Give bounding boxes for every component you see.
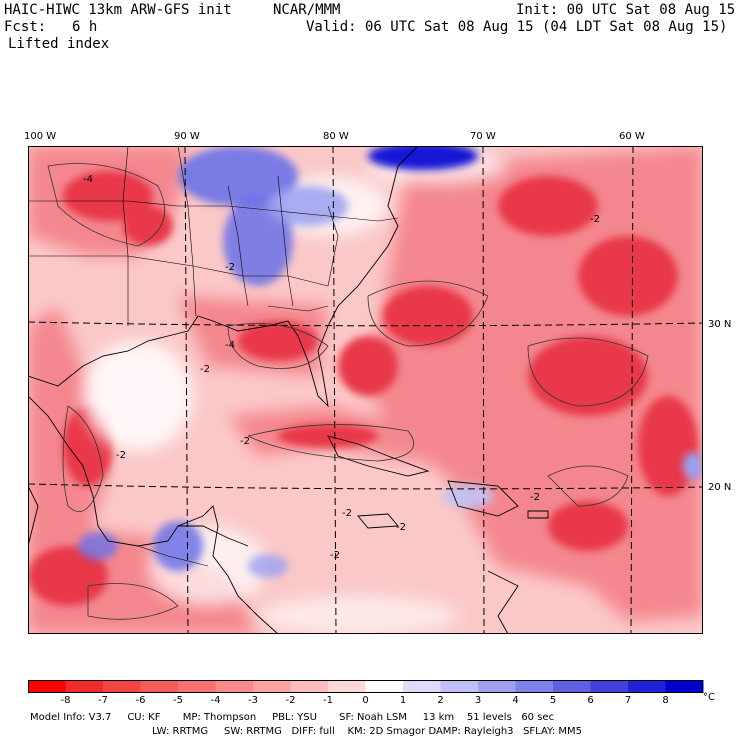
colorbar-swatch [178,680,216,693]
lon-label-90w: 90 W [174,131,200,142]
colorbar-tick-label: 1 [399,695,407,706]
colorbar-swatch [103,680,141,693]
field-positive [78,146,703,578]
contour-label: -2 [116,450,126,461]
contour-label: -2 [240,436,250,447]
contour-label: -4 [225,340,235,351]
colorbar-swatch [140,680,179,693]
contour-label: -2 [342,508,352,519]
model-info-line1: Model Info: V3.7 CU: KF MP: Thompson PBL… [30,712,555,723]
colorbar-tick-label: -5 [173,695,183,706]
colorbar-tick-label: 4 [512,695,519,706]
colorbar-tick-label: -6 [135,695,146,706]
forecast-label: Fcst: [4,19,47,35]
lon-label-80w: 80 W [323,131,349,142]
colorbar-swatch [478,680,516,693]
colorbar-tick-label: 0 [362,695,369,706]
colorbar-swatch [365,680,404,693]
colorbar-frame [28,680,703,693]
colorbar-tick-label: 8 [662,695,669,706]
init-time: Init: 00 UTC Sat 08 Aug 15 [516,2,736,18]
contour-label: -2 [225,262,235,273]
colorbar-tick-label: 6 [587,695,594,706]
colorbar-swatch [590,680,629,693]
colorbar [28,680,704,693]
contour-label: -2 [396,522,406,533]
colorbar-swatch [215,680,254,693]
field-name: Lifted index [8,36,110,52]
colorbar-swatch [290,680,329,693]
colorbar-swatch [515,680,554,693]
contour-label: -2 [330,550,340,561]
lat-label-20n: 20 N [708,482,732,493]
contour-label-group: -4 -2 -2 -4 -2 -2 -2 -2 -2 -2 -2 [83,174,600,561]
contour-label: -2 [530,492,540,503]
colorbar-tick-label: 2 [437,695,444,706]
state-borders [28,146,399,567]
colorbar-tick-label: -8 [60,695,71,706]
lon-label-60w: 60 W [619,131,645,142]
colorbar-tick-label: 3 [474,695,482,706]
colorbar-tick-label: -3 [248,695,258,706]
colorbar-swatch [665,680,704,693]
lon-label-100w: 100 W [24,131,57,142]
colorbar-tick-label: 7 [624,695,632,706]
latlon-grid [28,146,703,634]
colorbar-swatch [65,680,104,693]
map-frame [28,146,703,634]
colorbar-swatch [28,680,66,693]
coastlines [28,146,549,634]
colorbar-swatch [253,680,291,693]
valid-time: Valid: 06 UTC Sat 08 Aug 15 (04 LDT Sat … [306,19,728,35]
contour-lines [47,163,649,620]
contour-label: -2 [590,214,600,225]
center-name: NCAR/MMM [273,2,341,18]
contour-label: -4 [83,174,93,185]
colorbar-swatch [440,680,479,693]
colorbar-tick-label: -7 [98,695,108,706]
colorbar-tick-label: -1 [323,695,333,706]
lat-label-30n: 30 N [708,319,732,330]
contour-label: -2 [200,364,210,375]
model-title: HAIC-HIWC 13km ARW-GFS init [4,2,232,18]
colorbar-tick-label: -2 [285,695,296,706]
lifted-index-map: -4 -2 -2 -4 -2 -2 -2 -2 -2 -2 -2 [28,146,703,634]
forecast-hour: 6 h [72,19,98,35]
colorbar-swatch [628,680,666,693]
colorbar-unit: °C [703,692,715,703]
lon-label-70w: 70 W [470,131,496,142]
field-strong-negative [28,171,698,606]
colorbar-swatch [403,680,441,693]
colorbar-swatch [328,680,366,693]
model-info-line2: LW: RRTMG SW: RRTMG DIFF: full KM: 2D Sm… [152,726,582,737]
colorbar-swatch [553,680,591,693]
colorbar-tick-label: 5 [549,695,557,706]
colorbar-tick-label: -4 [210,695,221,706]
